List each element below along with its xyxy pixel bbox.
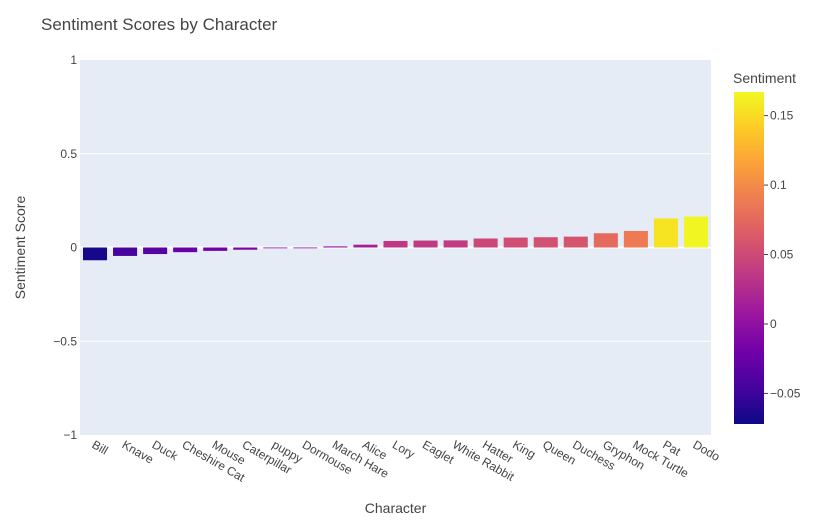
y-tick-label: 1 bbox=[70, 53, 77, 67]
bar-dormouse bbox=[293, 247, 318, 249]
bar-duck bbox=[143, 247, 168, 255]
bar-alice bbox=[353, 244, 378, 248]
bar-cheshire-cat bbox=[173, 247, 198, 253]
bar-caterpillar bbox=[233, 247, 258, 250]
x-axis-title: Character bbox=[365, 500, 427, 516]
y-tick-label: −1 bbox=[63, 428, 77, 442]
bar-bill bbox=[83, 247, 108, 261]
x-tick-label: Dodo bbox=[690, 437, 722, 464]
bar-hatter bbox=[473, 238, 498, 248]
x-tick-label: Duck bbox=[150, 437, 182, 463]
bar-duchess bbox=[563, 236, 588, 248]
y-axis-ticks: 1 0.5 0 −0.5 −1 bbox=[53, 53, 77, 442]
bar-mouse bbox=[203, 247, 228, 251]
x-tick-label: King bbox=[510, 437, 538, 461]
y-tick-label: 0.5 bbox=[60, 147, 77, 161]
colorbar-tick-label: 0.05 bbox=[770, 248, 794, 262]
bar-white-rabbit bbox=[443, 240, 468, 248]
colorbar-tick-label: 0.15 bbox=[770, 109, 794, 123]
bar-dodo bbox=[683, 216, 708, 248]
bar-king bbox=[503, 237, 528, 248]
bar-puppy bbox=[263, 247, 288, 249]
colorbar-tick-label: 0 bbox=[770, 317, 777, 331]
x-tick-label: Queen bbox=[540, 437, 578, 467]
colorbar-ticks: 0.15 0.1 0.05 0 −0.05 bbox=[764, 109, 801, 400]
colorbar-title: Sentiment bbox=[733, 70, 796, 86]
bar-lory bbox=[383, 240, 408, 248]
y-axis-title: Sentiment Score bbox=[12, 196, 28, 300]
x-tick-label: Eaglet bbox=[420, 437, 457, 466]
bar-march-hare bbox=[323, 246, 348, 248]
y-tick-label: 0 bbox=[70, 241, 77, 255]
y-tick-label: −0.5 bbox=[53, 334, 77, 348]
bar-queen bbox=[533, 237, 558, 248]
colorbar bbox=[734, 92, 764, 424]
bar-knave bbox=[113, 247, 138, 256]
bar-pat bbox=[653, 218, 678, 248]
bar-mock-turtle bbox=[623, 231, 648, 248]
x-tick-label: Lory bbox=[390, 437, 417, 461]
bars bbox=[83, 216, 708, 261]
bar-eaglet bbox=[413, 240, 438, 248]
colorbar-tick-label: 0.1 bbox=[770, 178, 787, 192]
chart-title: Sentiment Scores by Character bbox=[41, 15, 278, 34]
x-tick-label: Bill bbox=[90, 437, 111, 457]
bar-gryphon bbox=[593, 233, 618, 248]
colorbar-tick-label: −0.05 bbox=[770, 386, 801, 400]
x-tick-label: Knave bbox=[120, 437, 157, 466]
